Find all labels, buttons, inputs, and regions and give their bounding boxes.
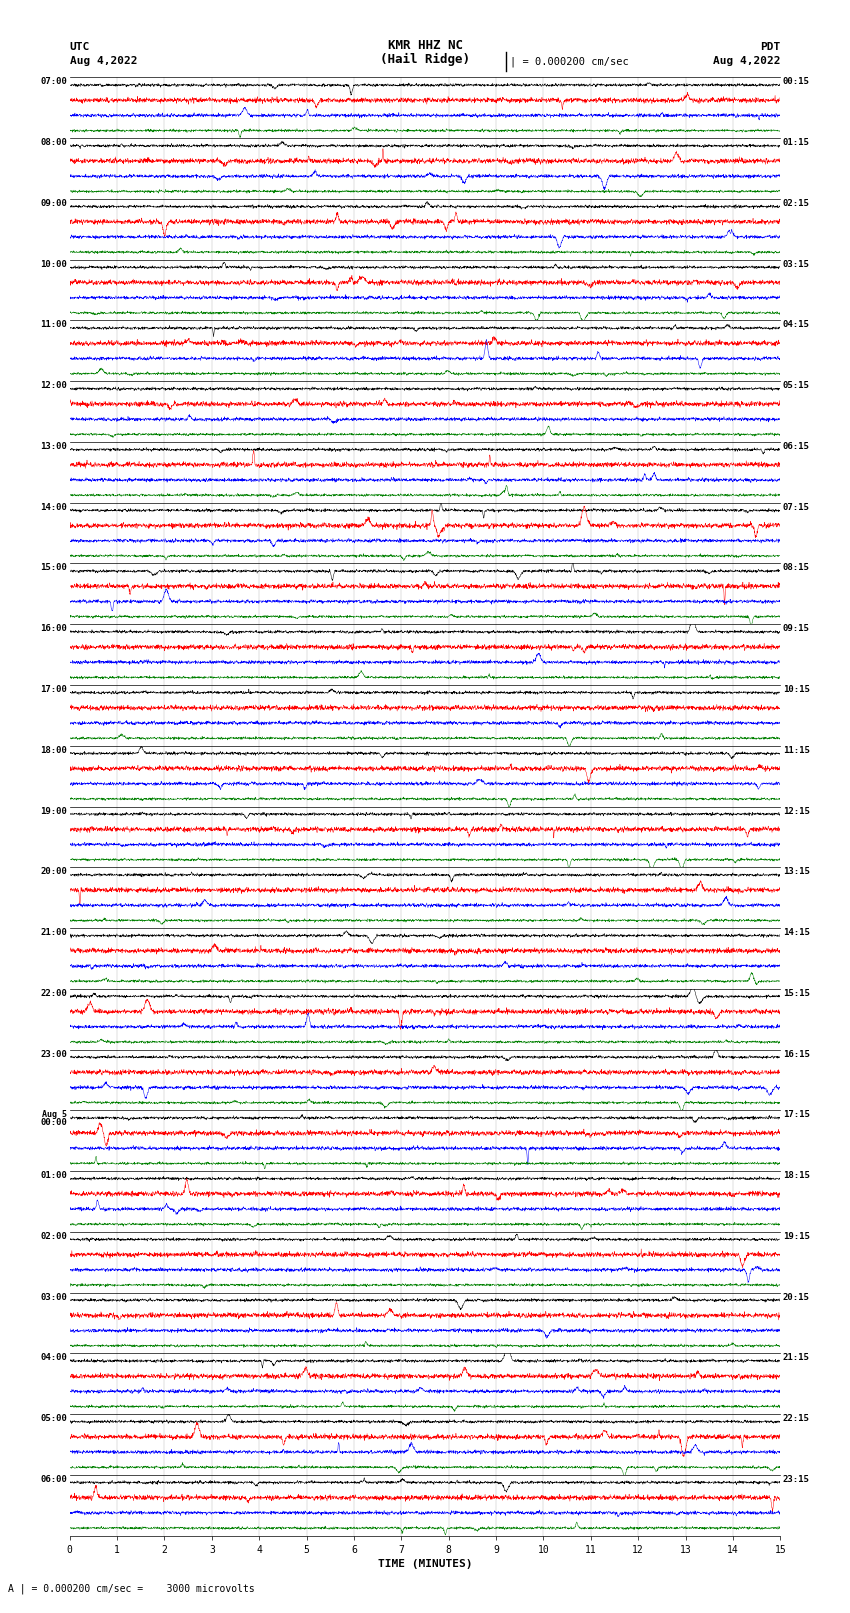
Text: 02:00: 02:00 — [40, 1232, 67, 1240]
Text: 08:00: 08:00 — [40, 139, 67, 147]
Text: 13:00: 13:00 — [40, 442, 67, 452]
Text: 16:00: 16:00 — [40, 624, 67, 634]
Text: 10:15: 10:15 — [783, 686, 810, 694]
Text: 04:00: 04:00 — [40, 1353, 67, 1363]
Text: 14:15: 14:15 — [783, 927, 810, 937]
Text: 21:15: 21:15 — [783, 1353, 810, 1363]
Text: 18:00: 18:00 — [40, 745, 67, 755]
Text: 23:00: 23:00 — [40, 1050, 67, 1058]
Text: 07:00: 07:00 — [40, 77, 67, 87]
Text: UTC: UTC — [70, 42, 90, 52]
Text: 09:00: 09:00 — [40, 198, 67, 208]
Text: 15:15: 15:15 — [783, 989, 810, 998]
Text: 11:00: 11:00 — [40, 321, 67, 329]
Text: 16:15: 16:15 — [783, 1050, 810, 1058]
Text: 01:00: 01:00 — [40, 1171, 67, 1181]
Text: Aug 5: Aug 5 — [42, 1110, 67, 1119]
Text: 03:00: 03:00 — [40, 1292, 67, 1302]
Text: 22:15: 22:15 — [783, 1415, 810, 1423]
Text: 14:00: 14:00 — [40, 503, 67, 511]
Text: | = 0.000200 cm/sec: | = 0.000200 cm/sec — [510, 56, 629, 66]
Text: 20:15: 20:15 — [783, 1292, 810, 1302]
Text: 01:15: 01:15 — [783, 139, 810, 147]
Text: 04:15: 04:15 — [783, 321, 810, 329]
Text: 17:15: 17:15 — [783, 1110, 810, 1119]
Text: 22:00: 22:00 — [40, 989, 67, 998]
Text: 21:00: 21:00 — [40, 927, 67, 937]
Text: 00:00: 00:00 — [40, 1118, 67, 1126]
Text: 12:15: 12:15 — [783, 806, 810, 816]
Text: 05:15: 05:15 — [783, 381, 810, 390]
Text: 07:15: 07:15 — [783, 503, 810, 511]
Text: 15:00: 15:00 — [40, 563, 67, 573]
Text: 11:15: 11:15 — [783, 745, 810, 755]
X-axis label: TIME (MINUTES): TIME (MINUTES) — [377, 1558, 473, 1569]
Text: 06:15: 06:15 — [783, 442, 810, 452]
Text: 09:15: 09:15 — [783, 624, 810, 634]
Text: 05:00: 05:00 — [40, 1415, 67, 1423]
Text: Aug 4,2022: Aug 4,2022 — [713, 56, 780, 66]
Text: Aug 4,2022: Aug 4,2022 — [70, 56, 137, 66]
Text: 23:15: 23:15 — [783, 1474, 810, 1484]
Text: PDT: PDT — [760, 42, 780, 52]
Text: 02:15: 02:15 — [783, 198, 810, 208]
Text: 12:00: 12:00 — [40, 381, 67, 390]
Text: 10:00: 10:00 — [40, 260, 67, 269]
Text: 06:00: 06:00 — [40, 1474, 67, 1484]
Text: A | = 0.000200 cm/sec =    3000 microvolts: A | = 0.000200 cm/sec = 3000 microvolts — [8, 1582, 255, 1594]
Text: (Hail Ridge): (Hail Ridge) — [380, 53, 470, 66]
Text: 17:00: 17:00 — [40, 686, 67, 694]
Text: 19:15: 19:15 — [783, 1232, 810, 1240]
Text: 03:15: 03:15 — [783, 260, 810, 269]
Text: 19:00: 19:00 — [40, 806, 67, 816]
Text: 18:15: 18:15 — [783, 1171, 810, 1181]
Text: 00:15: 00:15 — [783, 77, 810, 87]
Text: KMR HHZ NC: KMR HHZ NC — [388, 39, 462, 52]
Text: 13:15: 13:15 — [783, 868, 810, 876]
Text: 08:15: 08:15 — [783, 563, 810, 573]
Text: 20:00: 20:00 — [40, 868, 67, 876]
